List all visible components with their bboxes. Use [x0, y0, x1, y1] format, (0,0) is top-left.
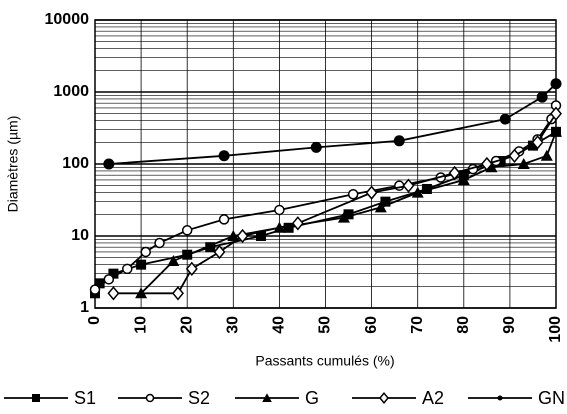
x-tick-label: 80 — [455, 316, 472, 334]
marker — [480, 156, 493, 172]
y-tick-label: 100 — [62, 155, 89, 172]
y-axis-label: Diamètres (µm) — [5, 116, 21, 213]
marker — [283, 222, 294, 233]
marker — [181, 225, 193, 236]
series-line — [108, 83, 557, 165]
marker — [154, 237, 165, 249]
marker — [94, 278, 105, 289]
marker — [103, 158, 115, 170]
marker — [213, 244, 226, 260]
series-line — [140, 131, 557, 294]
marker — [310, 141, 322, 153]
marker — [89, 284, 101, 295]
marker — [136, 259, 147, 270]
x-tick-label: 90 — [501, 316, 518, 334]
x-tick-label: 20 — [178, 316, 195, 334]
marker — [380, 196, 391, 207]
marker — [536, 91, 548, 103]
marker — [218, 150, 230, 162]
x-tick-label: 10 — [132, 316, 149, 334]
marker — [550, 78, 562, 90]
marker — [172, 286, 184, 301]
marker — [421, 183, 432, 194]
marker — [540, 149, 553, 161]
marker — [343, 209, 354, 220]
marker — [402, 178, 415, 193]
marker — [374, 201, 387, 213]
marker — [262, 393, 272, 402]
legend-label: A2 — [422, 388, 444, 408]
marker — [508, 148, 521, 163]
y-tick-label: 10000 — [45, 11, 90, 28]
marker — [448, 165, 461, 181]
marker — [291, 216, 304, 231]
marker — [411, 186, 424, 198]
marker — [227, 230, 240, 241]
marker — [32, 394, 40, 402]
x-tick-label: 50 — [317, 316, 334, 334]
y-tick-label: 1 — [80, 299, 89, 316]
marker — [531, 135, 544, 150]
marker — [550, 106, 562, 121]
x-axis-label: Passants cumulés (%) — [255, 353, 394, 369]
marker — [140, 246, 151, 258]
marker — [185, 261, 198, 276]
marker — [122, 263, 133, 275]
marker — [108, 268, 119, 279]
x-tick-label: 30 — [225, 316, 242, 334]
marker — [550, 125, 562, 137]
legend-label: S1 — [74, 388, 96, 408]
x-tick-label: 70 — [409, 316, 426, 334]
marker — [457, 173, 470, 185]
plot-frame — [94, 19, 557, 309]
series-line — [113, 113, 557, 295]
marker — [485, 161, 498, 173]
legend-label: GN — [538, 388, 565, 408]
x-tick-label: 40 — [271, 316, 288, 334]
marker — [347, 189, 359, 200]
marker — [218, 214, 230, 225]
marker — [517, 158, 530, 169]
y-tick-label: 1000 — [53, 83, 89, 100]
marker — [499, 113, 511, 125]
marker — [337, 211, 350, 223]
marker — [365, 185, 378, 200]
x-tick-label: 60 — [363, 316, 380, 334]
marker — [274, 204, 285, 216]
legend-label: S2 — [188, 388, 210, 408]
x-tick-label: 100 — [547, 316, 564, 343]
marker — [103, 274, 115, 285]
y-tick-label: 10 — [71, 227, 89, 244]
marker — [167, 254, 180, 266]
marker — [393, 135, 405, 147]
marker — [255, 231, 266, 241]
marker — [497, 395, 503, 401]
marker — [107, 286, 120, 301]
legend-label: G — [305, 388, 319, 408]
marker — [145, 393, 155, 403]
marker — [236, 228, 249, 244]
x-tick-label: 0 — [86, 316, 103, 325]
marker — [205, 242, 216, 253]
marker — [379, 392, 389, 404]
